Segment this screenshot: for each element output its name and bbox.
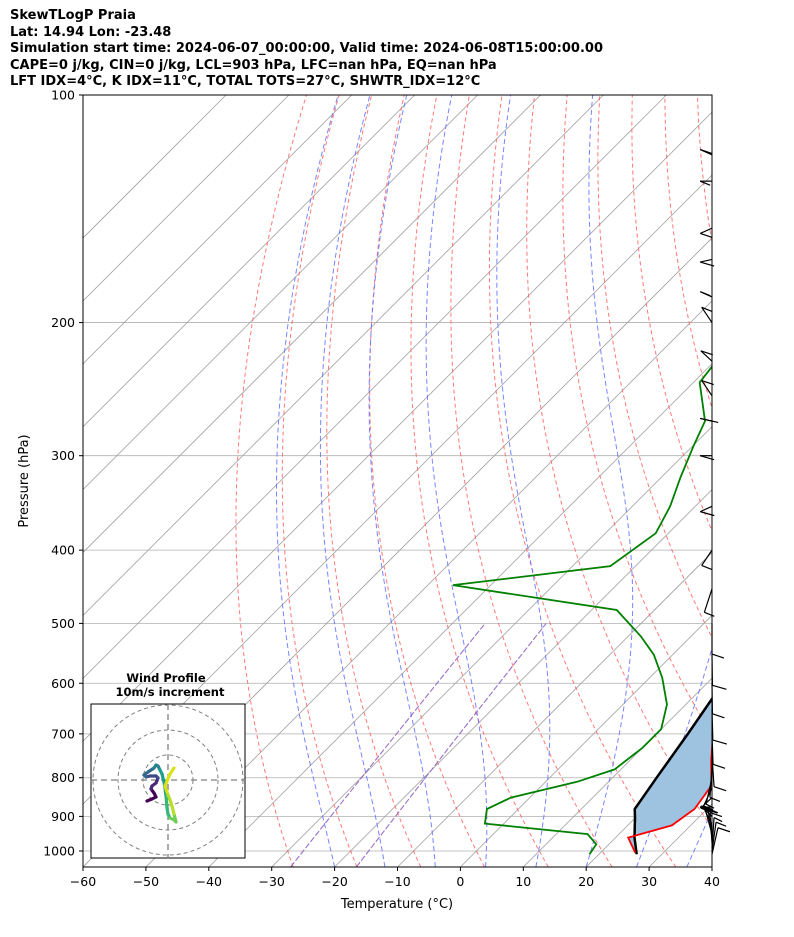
isotherm-line	[83, 95, 290, 302]
isotherm-line	[460, 614, 712, 867]
isotherm-line	[83, 95, 541, 554]
isotherm-line	[711, 866, 712, 867]
y-tick-label: 300	[51, 448, 75, 463]
moist-adiabat-line	[276, 95, 339, 867]
moist-adiabat-line	[425, 95, 488, 867]
dry-adiabat-line	[410, 95, 549, 867]
y-tick-label: 100	[51, 88, 75, 103]
isotherm-line	[397, 551, 712, 867]
x-axis-label: Temperature (°C)	[340, 897, 453, 912]
dry-adiabat-line	[450, 95, 613, 867]
isotherm-line	[145, 300, 712, 867]
isotherm-line	[271, 426, 712, 867]
dry-adiabat-line	[763, 95, 794, 867]
wind-barb	[700, 148, 713, 156]
stability-parameters: CAPE=0 j/kg, CIN=0 j/kg, LCL=903 hPa, LF…	[10, 57, 497, 73]
x-tick-label: −20	[321, 874, 347, 889]
isotherm-line	[83, 95, 604, 616]
station-title: SkewTLogP Praia	[10, 8, 136, 23]
y-tick-label: 400	[51, 543, 75, 558]
simulation-times: Simulation start time: 2024-06-07_00:00:…	[10, 41, 603, 56]
dry-adiabat-line	[235, 95, 307, 867]
inset-title: Wind Profile	[126, 671, 206, 685]
x-tick-label: −40	[196, 874, 222, 889]
inset-subtitle: 10m/s increment	[116, 685, 225, 699]
hodograph-segment	[164, 794, 169, 810]
wind-barb	[711, 709, 727, 745]
x-tick-label: 40	[704, 874, 720, 889]
wind-barb	[700, 417, 719, 424]
isotherm-line	[523, 677, 712, 867]
stability-indices: LFT IDX=4°C, K IDX=11°C, TOTAL TOTS=27°C…	[10, 74, 481, 89]
dry-adiabat-line	[488, 95, 677, 867]
wind-barb	[700, 505, 715, 517]
y-tick-label: 1000	[43, 843, 75, 858]
dry-adiabat-line	[526, 95, 712, 829]
wind-barb	[711, 683, 725, 719]
isotherm-line	[334, 489, 712, 867]
x-tick-label: 10	[515, 874, 531, 889]
isotherm-line	[83, 95, 415, 428]
dry-adiabat-line	[631, 95, 712, 533]
wind-barb	[703, 588, 715, 617]
wind-barb	[699, 180, 712, 186]
mixing-ratio-line	[355, 623, 547, 867]
x-tick-label: −50	[133, 874, 159, 889]
wind-barb	[700, 227, 713, 239]
y-tick-label: 700	[51, 726, 75, 741]
x-tick-label: 20	[578, 874, 594, 889]
parcel-shaded-area	[628, 698, 712, 855]
wind-barb	[701, 379, 714, 397]
dry-adiabat-line	[281, 95, 358, 867]
y-tick-label: 900	[51, 809, 75, 824]
parcel-profile-line	[633, 696, 712, 855]
y-tick-label: 500	[51, 616, 75, 631]
moist-adiabat-line	[319, 95, 386, 867]
mixing-ratio-line	[290, 623, 486, 867]
chart-header: SkewTLogP Praia Lat: 14.94 Lon: -23.48 S…	[10, 8, 603, 91]
hodograph-segment	[168, 766, 176, 776]
wind-barb	[711, 733, 726, 769]
dry-adiabat-line	[369, 95, 485, 867]
hodograph-segment	[163, 772, 172, 788]
dry-adiabat-line	[730, 95, 794, 867]
moist-adiabat-line	[368, 95, 436, 867]
wind-barb	[701, 549, 713, 571]
isotherm-line	[83, 95, 478, 491]
wind-profile-inset: Wind Profile 10m/s increment	[90, 671, 246, 859]
isotherm-line	[83, 95, 227, 239]
wind-barb	[711, 817, 723, 848]
isotherm-line	[208, 363, 712, 867]
wind-barb	[711, 623, 725, 659]
wind-barb	[711, 827, 731, 855]
isotherm-line	[83, 95, 353, 365]
isotherm-line	[775, 95, 794, 867]
wind-barb	[711, 756, 727, 792]
wind-barb	[699, 258, 715, 267]
x-tick-label: 0	[456, 874, 464, 889]
y-axis-label: Pressure (hPa)	[17, 434, 32, 527]
station-coordinates: Lat: 14.94 Lon: -23.48	[10, 24, 172, 40]
y-tick-label: 200	[51, 315, 75, 330]
wind-barb	[699, 455, 715, 461]
wind-barb	[700, 350, 714, 362]
wind-barb	[701, 306, 713, 323]
x-tick-label: −30	[259, 874, 285, 889]
isotherm-line	[83, 111, 712, 742]
wind-barb	[700, 291, 713, 298]
y-tick-label: 800	[51, 770, 75, 785]
y-tick-label: 600	[51, 676, 75, 691]
isotherm-line	[83, 95, 667, 679]
wind-barb	[709, 767, 721, 802]
x-tick-label: 30	[641, 874, 657, 889]
moist-adiabat-line	[496, 95, 551, 867]
wind-barb	[711, 654, 727, 690]
x-tick-label: −60	[70, 874, 96, 889]
moist-adiabat-line	[585, 95, 634, 867]
dewpoint-profile-line	[452, 365, 712, 855]
x-tick-label: −10	[384, 874, 410, 889]
